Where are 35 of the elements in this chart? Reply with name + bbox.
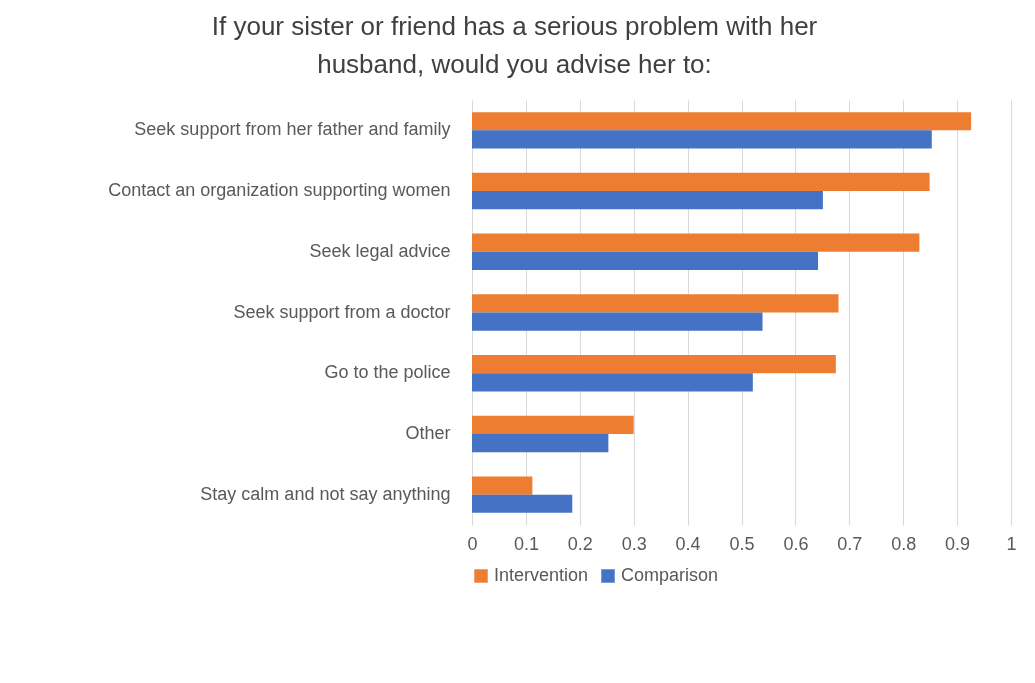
bar — [472, 312, 763, 331]
y-tick-label: Contact an organization supporting women — [108, 180, 451, 201]
x-tick-label: 0.4 — [675, 533, 701, 554]
bar — [472, 494, 573, 513]
x-tick-label: 0.8 — [891, 533, 917, 554]
y-tick-label: Other — [405, 422, 451, 443]
bar — [472, 233, 920, 252]
x-tick-label: 0.3 — [621, 533, 647, 554]
x-tick-label: 0.1 — [513, 533, 539, 554]
legend-label: Intervention — [494, 565, 589, 585]
y-tick-label: Seek support from her father and family — [134, 119, 451, 140]
bar — [472, 251, 819, 270]
bar — [472, 294, 839, 313]
y-tick-label: Seek legal advice — [309, 240, 451, 261]
bar — [472, 415, 634, 434]
bar — [472, 130, 932, 149]
bar — [472, 433, 609, 453]
x-tick-label: 1 — [1006, 533, 1017, 554]
bar — [472, 476, 533, 495]
bar — [472, 112, 972, 131]
bar — [472, 355, 836, 374]
x-tick-label: 0.6 — [783, 533, 809, 554]
x-tick-label: 0.5 — [729, 533, 755, 554]
y-tick-label: Go to the police — [324, 362, 451, 383]
bar — [472, 191, 823, 210]
x-tick-label: 0.7 — [837, 533, 863, 554]
chart-title: If your sister or friend has a serious problem with her husband, would you advise her to: — [211, 11, 818, 79]
y-tick-label: Stay calm and not say anything — [200, 483, 451, 504]
bar — [472, 373, 753, 392]
x-tick-label: 0.9 — [945, 533, 971, 554]
legend-label: Comparison — [621, 565, 719, 585]
x-tick-label: 0.2 — [567, 533, 593, 554]
y-tick-label: Seek support from a doctor — [233, 301, 451, 322]
bar — [472, 172, 930, 192]
x-tick-label: 0 — [467, 533, 478, 554]
